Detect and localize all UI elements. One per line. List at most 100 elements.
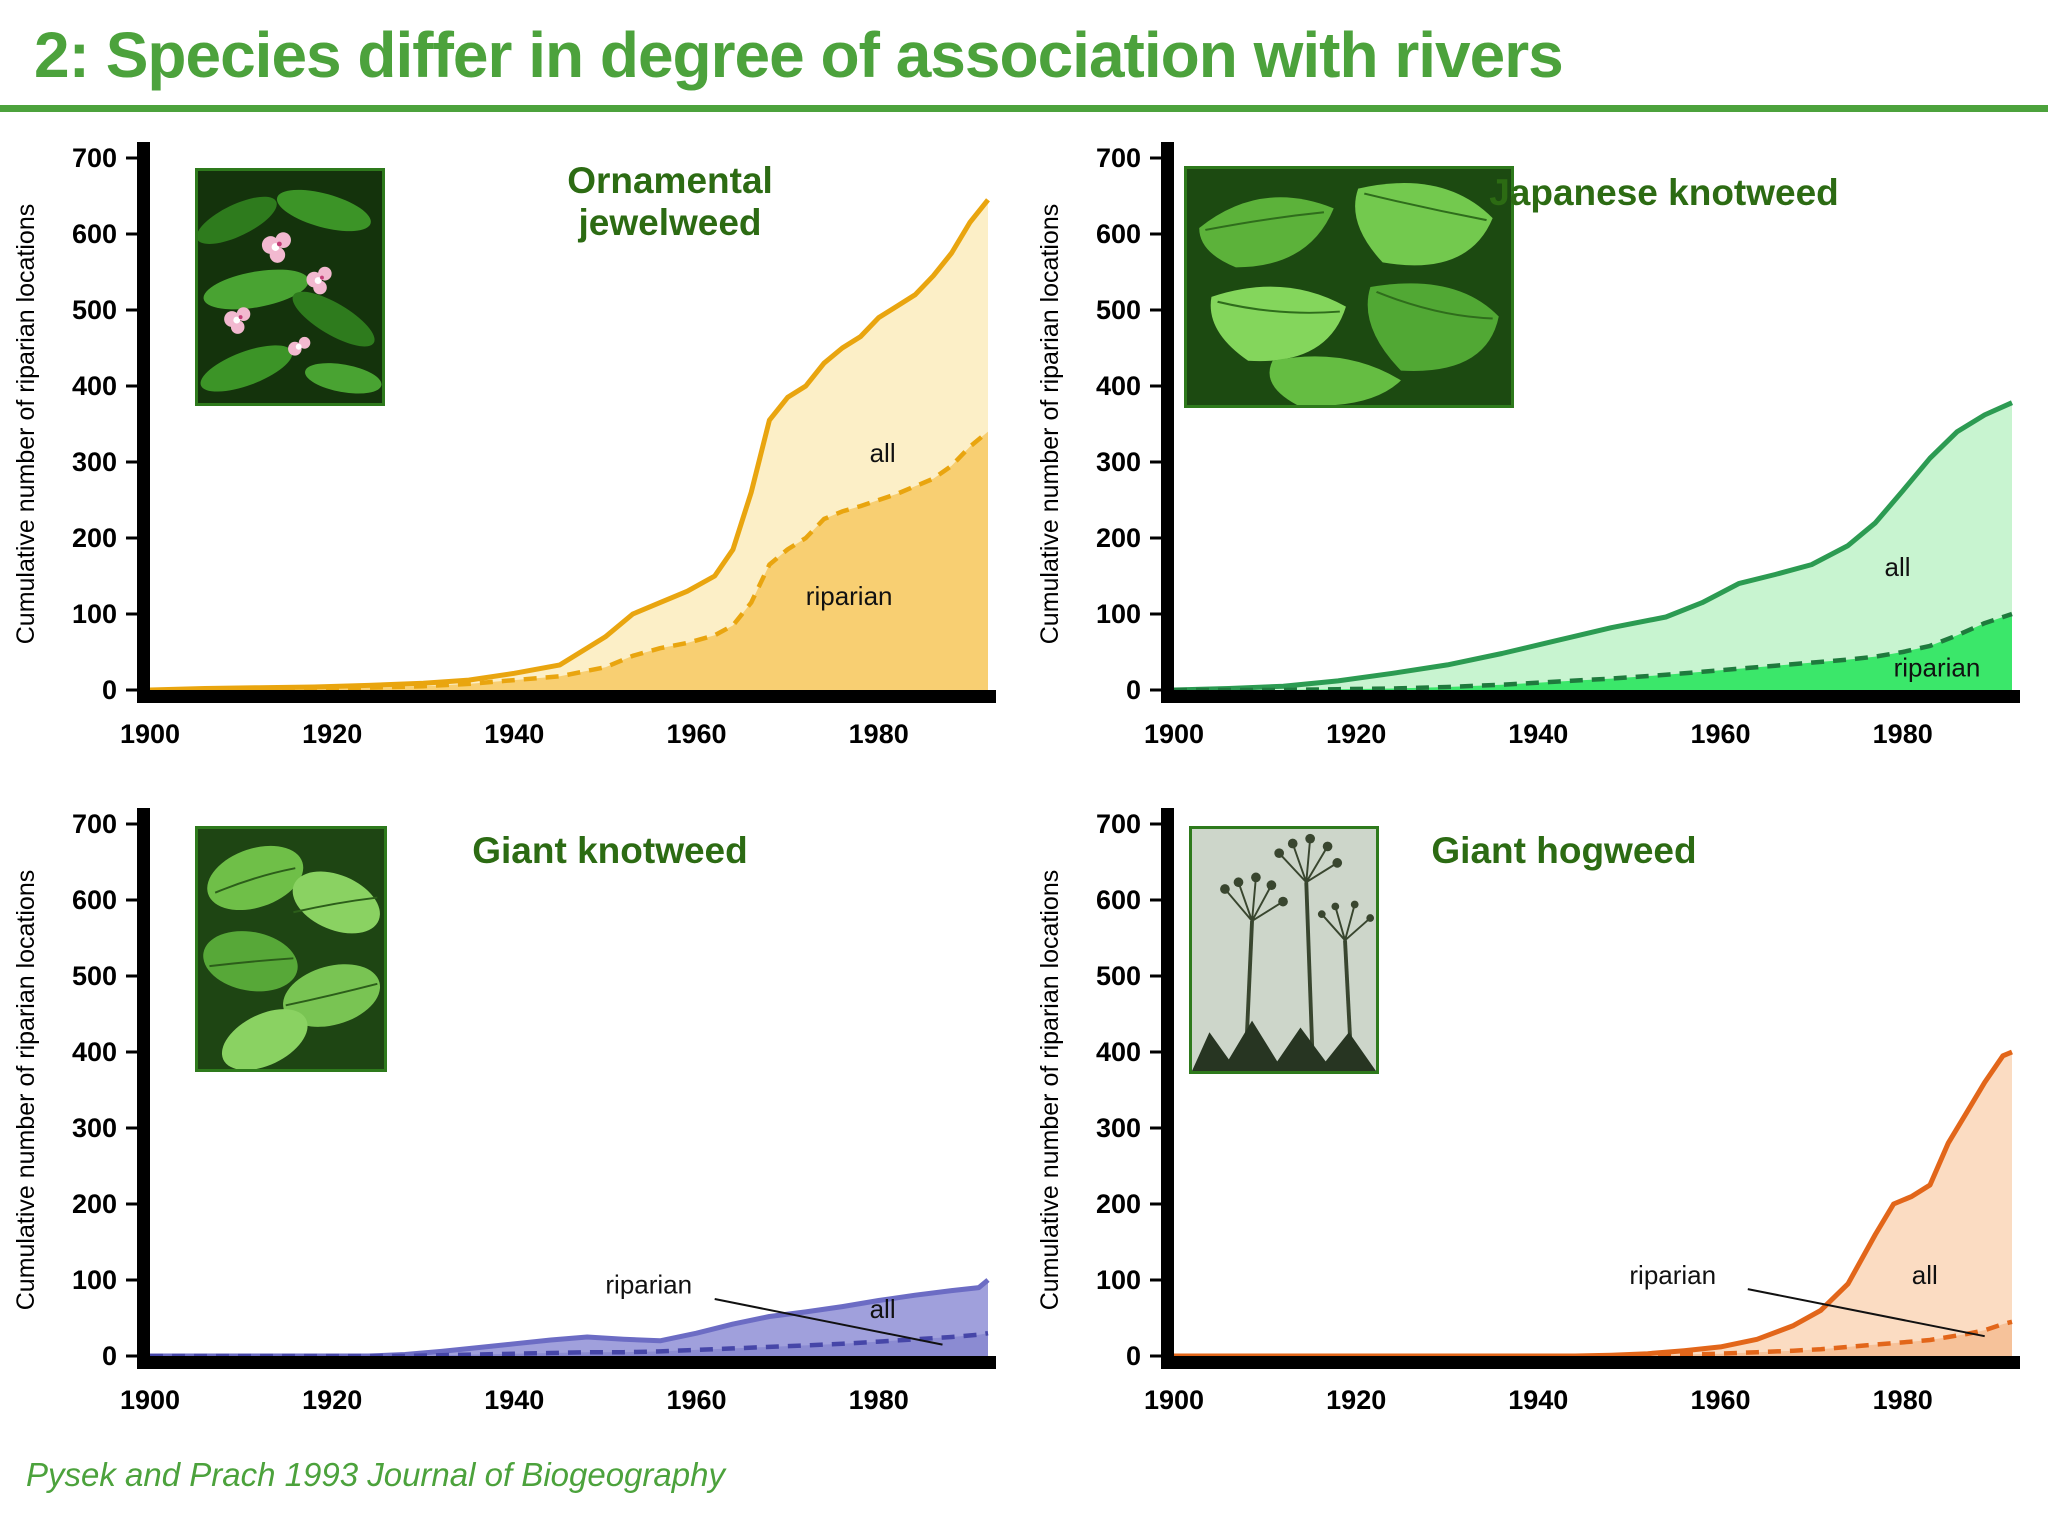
series-label-all: all — [1885, 552, 1911, 582]
panel-giant-knotweed: Giant knotweed — [0, 786, 1024, 1444]
x-tick-label: 1940 — [1508, 1385, 1568, 1415]
y-tick-label: 400 — [1096, 371, 1141, 401]
y-tick-label: 200 — [72, 1189, 117, 1219]
y-tick-label: 300 — [1096, 447, 1141, 477]
y-tick-label: 500 — [1096, 295, 1141, 325]
chart-svg: 0 100 200 300 400 500 600 700 1900 1920 1940 1960 19… — [12, 142, 996, 749]
y-tick — [1150, 384, 1161, 388]
line-riparian — [1174, 1319, 2013, 1359]
series-label-all: all — [1912, 1260, 1938, 1290]
series-label-riparian: riparian — [1629, 1260, 1716, 1290]
x-tick-label: 1960 — [1690, 1385, 1750, 1415]
y-tick-label: 500 — [1096, 961, 1141, 991]
area-all — [150, 1280, 988, 1357]
panel-japanese-knotweed: Japanese knotweed — [1024, 120, 2048, 778]
panel-giant-hogweed: Giant hogweed — [1024, 786, 2048, 1444]
line-all — [149, 198, 990, 693]
slide: 2: Species differ in degree of associati… — [0, 21, 2048, 1494]
knotweed-leaf-veins — [1205, 192, 1493, 320]
chart-svg: 0 100 200 300 400 500 600 700 1900 1920 1940 1960 19… — [1036, 808, 2020, 1415]
y-tick — [1150, 460, 1161, 464]
line-riparian — [150, 1331, 989, 1359]
y-axis — [1161, 142, 1174, 691]
y-tick — [126, 688, 137, 692]
x-axis — [1161, 690, 2020, 704]
hogweed-umbel-heads — [1220, 834, 1375, 923]
x-tick-label: 1900 — [1144, 719, 1204, 749]
y-tick-label: 500 — [72, 961, 117, 991]
area-riparian — [1174, 1321, 2012, 1357]
y-axis-title: Cumulative number of riparian locations — [12, 204, 40, 645]
y-tick — [1150, 1278, 1161, 1282]
x-tick-label: 1960 — [666, 1385, 726, 1415]
japanese-knotweed-photo — [1184, 166, 1514, 409]
y-tick-label: 700 — [1096, 809, 1141, 839]
x-axis — [137, 690, 996, 704]
y-tick — [1150, 898, 1161, 902]
y-tick-label: 200 — [72, 523, 117, 553]
y-tick — [126, 1354, 137, 1358]
line-riparian — [1174, 612, 2013, 693]
y-tick-label: 100 — [72, 599, 117, 629]
x-axis — [137, 1356, 996, 1370]
y-tick-label: 0 — [1126, 1341, 1141, 1371]
area-riparian — [150, 431, 988, 691]
x-tick-label: 1940 — [484, 719, 544, 749]
giant-knotweed-photo-graphic — [198, 829, 384, 1070]
y-tick-label: 600 — [1096, 885, 1141, 915]
chart-title-ornamental-jewelweed: Ornamental jewelweed — [567, 160, 773, 243]
area-riparian — [150, 1333, 988, 1357]
x-tick-label: 1940 — [484, 1385, 544, 1415]
y-tick — [1150, 822, 1161, 826]
y-tick — [126, 822, 137, 826]
y-tick-label: 600 — [72, 885, 117, 915]
y-axis-title: Cumulative number of riparian locations — [12, 870, 40, 1311]
y-tick — [1150, 156, 1161, 160]
area-all — [1174, 1052, 2012, 1357]
y-axis-title: Cumulative number of riparian locations — [1036, 870, 1064, 1311]
label-pointer-riparian — [714, 1298, 943, 1346]
x-tick-label: 1960 — [666, 719, 726, 749]
jewelweed-photo-graphic — [198, 171, 382, 404]
y-tick-label: 100 — [72, 1265, 117, 1295]
y-axis — [1161, 808, 1174, 1357]
y-tick-label: 100 — [1096, 1265, 1141, 1295]
giant-knotweed-photo — [195, 826, 387, 1073]
y-tick-label: 400 — [72, 371, 117, 401]
y-tick — [126, 460, 137, 464]
y-tick — [126, 1278, 137, 1282]
y-tick-label: 0 — [102, 675, 117, 705]
x-tick-label: 1940 — [1508, 719, 1568, 749]
y-tick — [1150, 1354, 1161, 1358]
y-tick-label: 700 — [72, 143, 117, 173]
x-tick-label: 1920 — [302, 1385, 362, 1415]
x-tick-label: 1900 — [1144, 1385, 1204, 1415]
chart-title-japanese-knotweed: Japanese knotweed — [1489, 172, 1839, 214]
line-riparian — [150, 430, 990, 693]
y-tick — [126, 232, 137, 236]
y-tick-label: 100 — [1096, 599, 1141, 629]
charts-grid: Ornamental jewelweed — [0, 112, 2048, 1444]
y-tick-label: 300 — [1096, 1113, 1141, 1143]
series-label-all: all — [870, 1294, 896, 1324]
chart-title-giant-hogweed: Giant hogweed — [1431, 830, 1697, 872]
x-tick-label: 1960 — [1690, 719, 1750, 749]
y-tick — [126, 308, 137, 312]
y-tick-label: 400 — [1096, 1037, 1141, 1067]
citation: Pysek and Prach 1993 Journal of Biogeogr… — [26, 1456, 725, 1494]
y-tick — [1150, 688, 1161, 692]
y-tick — [1150, 1202, 1161, 1206]
y-tick — [126, 1126, 137, 1130]
line-all — [150, 1278, 990, 1359]
series-label-riparian: riparian — [806, 581, 893, 611]
series-label-riparian: riparian — [605, 1270, 692, 1300]
y-tick-label: 700 — [72, 809, 117, 839]
x-tick-label: 1900 — [120, 1385, 180, 1415]
y-tick-label: 0 — [102, 1341, 117, 1371]
x-tick-label: 1920 — [302, 719, 362, 749]
area-riparian — [1174, 614, 2012, 691]
y-tick-label: 500 — [72, 295, 117, 325]
label-pointer-riparian — [1747, 1288, 1985, 1338]
y-tick — [1150, 612, 1161, 616]
chart-giant-knotweed: 0 100 200 300 400 500 600 700 1900 1920 1940 1960 19… — [0, 786, 1010, 1431]
